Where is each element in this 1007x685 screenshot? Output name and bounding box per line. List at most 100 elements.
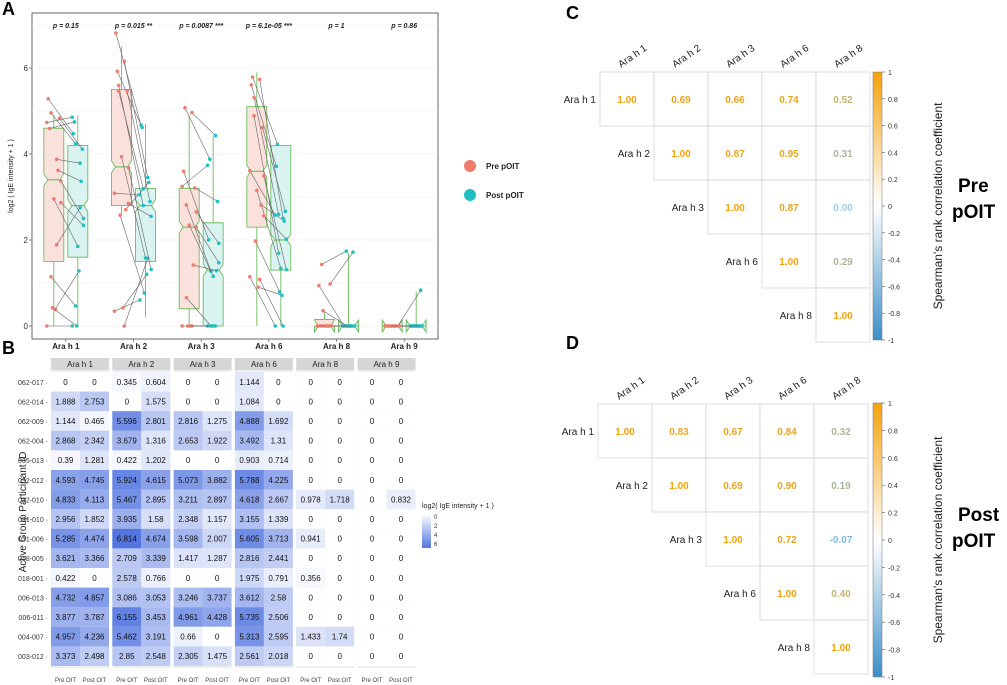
panel-b-y-axis-label: Active Group Participant ID [18,452,29,573]
paired-line [124,258,149,327]
heat-cell-value: 5.313 [239,633,260,642]
heat-cell [325,626,355,647]
matrix-cell [813,511,869,567]
post-point [215,199,220,204]
x-tick-label: Ara h 8 [323,342,351,351]
heat-cell [296,450,326,470]
pre-point [260,125,265,130]
paired-line [118,91,144,189]
heat-cell [112,568,142,588]
heat-cell-value: 3.877 [55,613,76,622]
heat-cell [386,626,416,647]
heat-cell-value: 6.814 [117,535,138,544]
heat-cell-value: 2.801 [146,417,167,426]
pre-point [184,203,189,207]
panel-c-title-line-2: pOIT [952,202,996,223]
paired-line [54,270,80,310]
heat-cell [325,607,355,627]
pre-point [114,31,118,35]
colorbar-tick-label: 1 [888,401,892,408]
post-point [276,212,281,217]
column-label: Ara h 1 [616,43,649,71]
heat-cell-value: 0 [308,378,313,387]
legend-post-marker [464,189,476,201]
heat-cell [51,411,80,431]
heat-cell [386,411,416,431]
panel-c-colorbar [872,71,883,341]
y-tick-label: 4 [24,150,29,159]
row-label: Ara h 3 [670,535,703,546]
post-point [274,164,279,169]
heat-cell [296,372,326,392]
heat-cell-value: 1.718 [330,495,351,504]
post-point [206,237,211,242]
pre-point [190,110,194,115]
group-header [357,358,416,370]
correlation-value: 1.00 [777,589,797,600]
heat-cell-value: 1.287 [207,554,228,563]
heat-cell-value: 1.144 [55,417,76,426]
heat-cell-value: 2.007 [207,535,228,544]
heat-cell [386,646,416,666]
post-point [281,324,285,328]
heat-cell [325,509,355,529]
paired-line [124,61,149,178]
column-label: Ara h 3 [722,375,755,403]
heat-cell-value: 1.316 [146,437,167,446]
heat-cell-value: 4.732 [55,593,76,602]
heat-cell-value: 2.441 [268,554,289,563]
pre-point [253,239,258,243]
post-point [209,324,213,328]
post-point [74,324,79,328]
heat-cell [51,548,80,568]
heat-cell-value: 0.422 [55,574,76,583]
post-point [352,324,356,328]
heat-cell [296,626,326,647]
heat-cell-value: 0.714 [268,456,289,465]
correlation-value: 0.29 [833,257,853,268]
heat-cell-value: 6.155 [117,613,138,622]
matrix-cell [815,125,871,181]
panel-a-plot-area [31,12,439,340]
paired-line [59,118,83,150]
heat-cell-value: 3.713 [268,535,289,544]
heat-cell-value: 0 [92,378,97,387]
heat-cell [80,626,109,647]
pre-point [45,324,49,328]
heat-cell [141,646,171,666]
paired-line [329,251,354,285]
correlation-value: 0.83 [669,427,689,438]
heat-cell [202,587,232,608]
paired-line [249,170,276,216]
pre-point [325,324,330,328]
heat-cell [357,450,387,470]
post-point [81,223,86,228]
heat-cell [234,528,264,549]
paired-line [195,211,220,244]
pre-point [121,306,125,310]
panel-c-matrix: Ara h 1 Ara h 2 Ara h 3 Ara h 6 Ara h 8 1.00 0… [564,43,871,343]
heat-cell-value: 0 [399,613,404,622]
heat-cell [173,646,203,666]
heat-cell-value: 5.073 [178,476,199,485]
panel-c-colorbar-ticks: 1 0.8 0.6 0.4 0.2 0 -0.2 -0.4 -0.6 -0.8 -1 [882,70,900,345]
panel-a-legend: Pre pOIT Post pOIT [464,160,524,201]
post-point [70,115,75,119]
heat-cell [51,626,80,647]
paired-line [50,276,76,307]
box-body [246,106,268,228]
heat-cell-value: 2.498 [84,652,105,661]
heat-cell [263,450,293,470]
heat-cell [296,470,326,490]
correlation-value: 0.90 [777,481,797,492]
heat-cell-value: 2.753 [84,397,105,406]
paired-line [53,198,79,247]
paired-line [186,204,212,272]
correlation-value: 0.72 [777,535,797,546]
pre-point [257,77,262,82]
heat-cell [263,568,293,588]
heat-cell-value: 0 [215,378,220,387]
post-point [138,192,142,197]
matrix-cell [707,71,763,127]
